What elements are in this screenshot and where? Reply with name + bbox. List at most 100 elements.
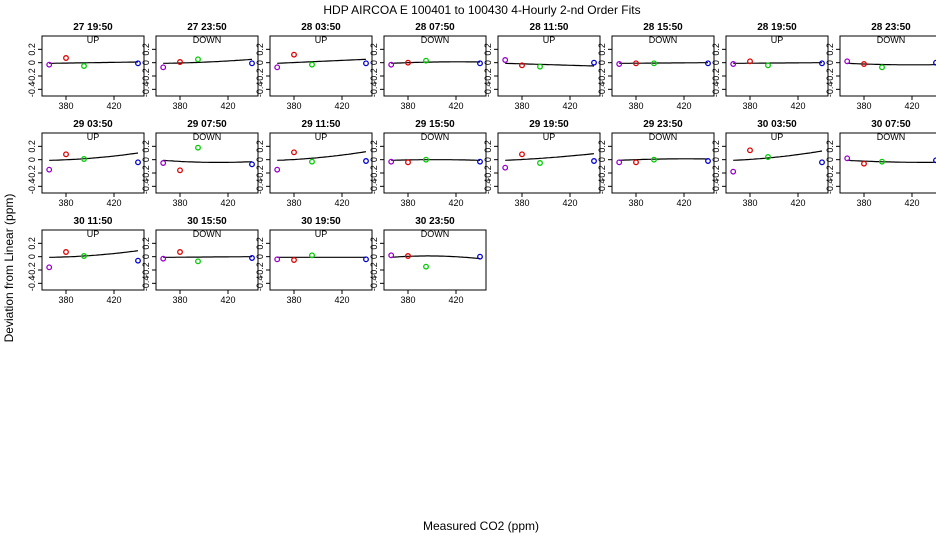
fit-curve (49, 152, 139, 161)
y-tick-label: 0 (27, 60, 37, 65)
y-tick-label: 0.2 (597, 140, 607, 153)
fit-curve (619, 158, 708, 161)
fit-curve (163, 256, 252, 258)
x-tick-label: 380 (58, 198, 73, 208)
panel-direction: UP (87, 132, 100, 142)
data-point (135, 257, 141, 264)
data-point (63, 151, 69, 158)
panel-title: 29 23:50 (643, 119, 683, 130)
panel-direction: UP (543, 132, 556, 142)
panel-direction: DOWN (421, 35, 450, 45)
data-point (765, 62, 771, 69)
data-point (765, 154, 771, 160)
panel-direction: DOWN (193, 35, 222, 45)
y-tick-label: -0.2 (597, 68, 607, 84)
x-tick-label: 420 (220, 198, 235, 208)
fit-curve (733, 62, 822, 64)
fit-curve (163, 58, 253, 64)
x-tick-label: 380 (856, 198, 871, 208)
x-tick-label: 380 (172, 198, 187, 208)
panel-title: 28 07:50 (415, 22, 455, 33)
y-tick-label: -0.4 (825, 179, 835, 195)
panel-direction: UP (87, 35, 100, 45)
panel-title: 30 19:50 (301, 216, 341, 227)
y-tick-label: -0.2 (597, 165, 607, 181)
data-point (747, 147, 753, 154)
x-tick-label: 420 (334, 101, 349, 111)
panel: 28 03:50 UP -0.4-0.2 0 0.2 380 420 (255, 22, 373, 111)
data-point (477, 253, 483, 260)
panel: 28 23:50 DOWN -0.4-0.2 0 0.2 380 420 (825, 22, 936, 111)
data-point (388, 252, 395, 259)
data-point (249, 255, 255, 261)
data-point (274, 166, 281, 173)
y-tick-label: 0.2 (711, 43, 721, 56)
fit-curve (847, 159, 936, 163)
panel-title: 28 11:50 (530, 22, 569, 33)
data-point (195, 144, 201, 151)
panel-direction: UP (771, 35, 784, 45)
y-tick-label: -0.4 (825, 82, 835, 98)
data-point (616, 159, 623, 166)
data-point (519, 151, 525, 158)
y-tick-label: 0 (825, 60, 835, 65)
panel-direction: DOWN (649, 35, 678, 45)
data-point (861, 160, 867, 167)
fit-curve (391, 159, 480, 161)
y-tick-label: -0.4 (255, 179, 265, 195)
y-tick-label: -0.2 (141, 165, 151, 181)
data-point (519, 62, 525, 69)
data-point (651, 156, 657, 163)
data-point (274, 64, 281, 71)
fit-curve (733, 150, 823, 161)
data-point (933, 157, 936, 164)
x-tick-label: 380 (58, 101, 73, 111)
data-point (705, 158, 711, 164)
panel-frame (839, 132, 936, 194)
x-tick-label: 420 (106, 101, 121, 111)
y-tick-label: 0 (369, 60, 379, 65)
y-tick-label: -0.4 (141, 82, 151, 98)
data-point (861, 61, 867, 67)
y-tick-label: 0.2 (597, 43, 607, 56)
data-point (160, 160, 167, 166)
x-tick-label: 380 (856, 101, 871, 111)
y-tick-label: -0.4 (369, 276, 379, 292)
data-point (274, 256, 281, 263)
x-tick-label: 420 (106, 198, 121, 208)
y-tick-label: 0.2 (27, 43, 37, 56)
panel-frame (725, 132, 829, 194)
data-point (730, 168, 737, 175)
panel: 30 19:50 UP -0.4-0.2 0 0.2 380 420 (255, 216, 373, 305)
panel: 30 11:50 UP -0.4-0.2 0 0.2 380 420 (27, 216, 145, 305)
data-point (879, 64, 885, 71)
fit-curve (505, 62, 595, 67)
y-tick-label: -0.4 (141, 179, 151, 195)
x-tick-label: 380 (742, 198, 757, 208)
panel-frame (497, 35, 601, 97)
y-tick-label: 0 (27, 254, 37, 259)
panel-direction: UP (771, 132, 784, 142)
y-tick-label: 0.2 (483, 43, 493, 56)
data-point (933, 59, 936, 66)
panel-direction: UP (315, 35, 328, 45)
data-point (502, 57, 509, 63)
panel: 28 07:50 DOWN -0.4-0.2 0 0.2 380 420 (369, 22, 487, 111)
data-point (591, 158, 597, 164)
panel-title: 28 23:50 (871, 22, 911, 33)
y-tick-label: -0.2 (825, 68, 835, 84)
y-tick-label: -0.2 (27, 68, 37, 84)
panel-frame (383, 132, 487, 194)
panel-frame (611, 132, 715, 194)
panel: 29 15:50 DOWN -0.4-0.2 0 0.2 380 420 (369, 119, 487, 208)
panel: 30 07:50 DOWN -0.4-0.2 0 0.2 380 420 (825, 119, 936, 208)
x-tick-label: 380 (628, 198, 643, 208)
data-point (405, 253, 411, 259)
data-point (616, 61, 623, 67)
panel-title: 28 15:50 (643, 22, 683, 33)
y-tick-label: -0.4 (27, 179, 37, 195)
panel: 27 23:50 DOWN -0.4-0.2 0 0.2 380 420 (141, 22, 259, 111)
data-point (177, 167, 183, 174)
x-tick-label: 420 (562, 101, 577, 111)
y-tick-label: 0 (483, 60, 493, 65)
